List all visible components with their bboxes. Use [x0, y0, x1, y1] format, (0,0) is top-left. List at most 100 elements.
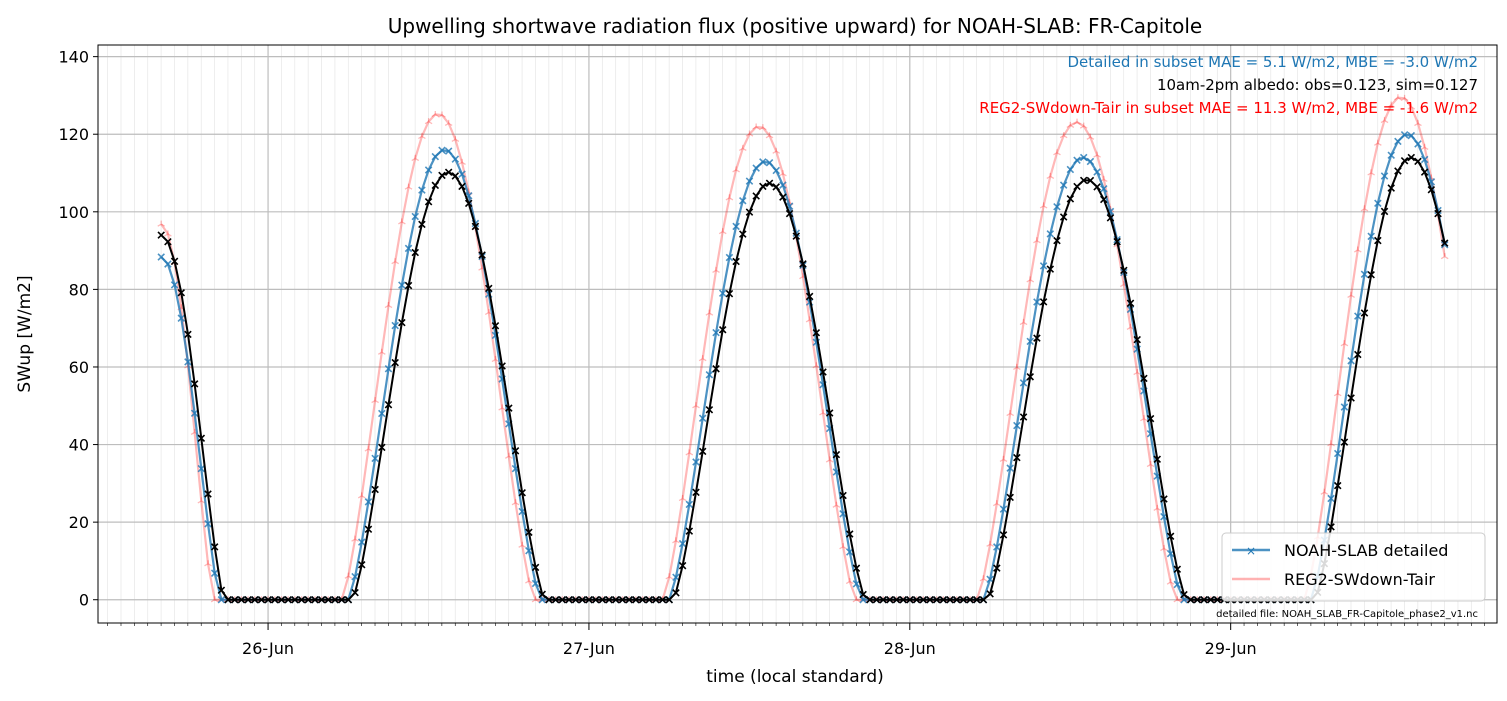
data-point-detailed: [1013, 421, 1021, 430]
data-point-observed: [478, 251, 486, 259]
data-point-observed: [1126, 299, 1135, 308]
data-point-observed: [471, 222, 480, 231]
data-point-observed: [1120, 266, 1128, 275]
data-point-observed: [384, 400, 393, 409]
data-point-observed: [678, 561, 687, 570]
data-point-observed: [1420, 168, 1429, 176]
data-point-detailed: [431, 152, 440, 161]
data-point-observed: [297, 595, 306, 604]
data-point-reg2: [511, 499, 520, 506]
data-point-observed: [1046, 265, 1055, 273]
data-point-observed: [946, 595, 954, 604]
data-point-observed: [1086, 176, 1095, 185]
data-point-observed: [725, 289, 734, 298]
data-point-detailed: [999, 505, 1008, 513]
data-point-observed: [919, 595, 928, 604]
data-point-reg2: [832, 501, 841, 508]
data-point-observed: [378, 443, 386, 452]
data-point-observed: [1100, 195, 1108, 204]
data-point-observed: [545, 595, 553, 604]
data-point-observed: [792, 232, 801, 240]
data-point-detailed: [1006, 464, 1014, 472]
data-point-observed: [1146, 414, 1155, 423]
legend-box: [1221, 532, 1486, 602]
data-point-observed: [525, 528, 533, 537]
data-point-reg2: [210, 596, 219, 603]
data-point-detailed: [1066, 165, 1075, 174]
data-point-reg2: [759, 124, 767, 131]
data-point-reg2: [504, 452, 513, 459]
data-point-observed: [692, 488, 700, 497]
data-point-detailed: [1394, 137, 1402, 146]
data-point-observed: [1166, 532, 1175, 541]
data-point-observed: [979, 595, 988, 604]
data-point-observed: [511, 447, 520, 455]
data-point-observed: [966, 595, 974, 604]
data-point-observed: [324, 595, 333, 604]
data-point-observed: [705, 405, 714, 414]
data-point-observed: [1407, 153, 1416, 162]
data-point-observed: [1414, 157, 1422, 166]
data-point-detailed: [685, 500, 694, 509]
data-point-observed: [799, 260, 807, 268]
data-point-observed: [986, 590, 994, 598]
legend-label-reg2: REG2-SWdown-Tair: [1284, 570, 1435, 589]
x-axis: 26-Jun 27-Jun 28-Jun 29-Jun: [107, 623, 1485, 658]
data-point-observed: [170, 257, 179, 266]
data-point-observed: [1367, 270, 1375, 279]
data-point-reg2: [745, 130, 754, 137]
legend: × NOAH-SLAB detailed REG2-SWdown-Tair: [1221, 532, 1486, 602]
data-point-observed: [999, 531, 1008, 539]
data-point-observed: [892, 595, 901, 604]
data-point-detailed: [411, 212, 420, 221]
data-point-detailed: [371, 454, 379, 463]
data-point-observed: [357, 561, 366, 569]
data-point-reg2: [344, 572, 353, 579]
data-point-observed: [906, 595, 914, 604]
data-point-detailed: [1400, 131, 1409, 139]
data-point-detailed: [351, 572, 359, 581]
x-axis-label: time (local standard): [706, 667, 884, 687]
data-point-reg2: [1367, 169, 1375, 176]
data-point-reg2: [518, 541, 527, 548]
data-point-observed: [765, 179, 774, 188]
data-point-observed: [505, 404, 513, 412]
y-axis-label: SWup [W/m2]: [15, 275, 35, 392]
data-point-observed: [251, 595, 259, 604]
legend-marker-detailed: ×: [1246, 544, 1256, 558]
data-point-detailed: [357, 538, 366, 546]
data-point-observed: [1079, 176, 1088, 185]
data-point-reg2: [725, 194, 734, 201]
data-point-reg2: [1394, 94, 1402, 101]
data-point-detailed: [993, 543, 1001, 551]
data-point-observed: [578, 595, 587, 604]
data-point-reg2: [444, 119, 453, 127]
data-point-reg2: [364, 445, 373, 452]
data-point-observed: [859, 590, 867, 599]
data-point-observed: [638, 595, 647, 604]
data-point-reg2: [1320, 488, 1329, 495]
data-point-detailed: [692, 458, 700, 466]
data-point-observed: [632, 595, 640, 604]
x-tick-label: 26-Jun: [242, 639, 294, 658]
data-point-detailed: [404, 244, 413, 253]
data-point-observed: [993, 564, 1001, 572]
data-point-detailed: [204, 520, 212, 528]
data-point-reg2: [1374, 139, 1382, 146]
data-point-observed: [866, 595, 874, 604]
albedo-annotation: 10am-2pm albedo: obs=0.123, sim=0.127: [1157, 76, 1478, 94]
data-point-observed: [1387, 184, 1395, 192]
data-point-detailed: [451, 155, 460, 163]
data-point-observed: [772, 183, 780, 191]
data-point-detailed: [732, 222, 740, 231]
data-point-reg2: [1387, 101, 1396, 108]
data-point-observed: [264, 595, 272, 604]
data-point-reg2: [357, 492, 366, 499]
legend-label-detailed: NOAH-SLAB detailed: [1284, 541, 1448, 560]
data-point-observed: [230, 595, 239, 604]
data-point-observed: [752, 192, 760, 200]
data-point-observed: [785, 209, 794, 218]
data-point-observed: [832, 450, 841, 459]
data-point-reg2: [1173, 596, 1182, 603]
data-point-reg2: [1333, 390, 1342, 397]
